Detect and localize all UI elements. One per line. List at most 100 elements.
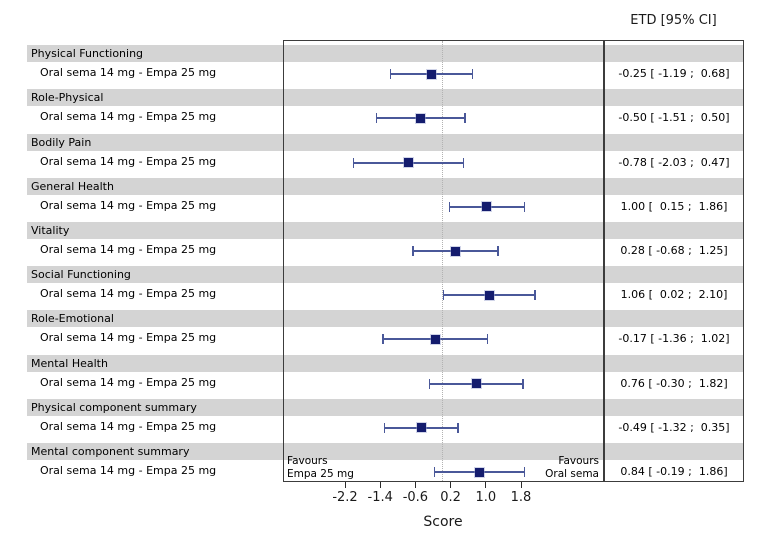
ci-cap-right — [471, 69, 474, 80]
comparison-label: Oral sema 14 mg - Empa 25 mg — [40, 375, 217, 389]
estimate-marker — [430, 334, 440, 344]
category-band: Bodily Pain — [27, 133, 744, 151]
category-rows-layer: Physical Functioning Oral sema 14 mg - Em… — [27, 40, 744, 482]
ci-cap-right — [497, 246, 499, 256]
comparison-row: Oral sema 14 mg - Empa 25 mg — [27, 151, 744, 173]
comparison-label: Oral sema 14 mg - Empa 25 mg — [40, 154, 217, 168]
x-axis-title: Score — [423, 514, 463, 530]
etd-value: 1.06 [ 0.02 ; 2.10] — [620, 288, 728, 302]
comparison-row: Oral sema 14 mg - Empa 25 mg — [27, 416, 744, 438]
comparison-label: Oral sema 14 mg - Empa 25 mg — [40, 331, 217, 345]
estimate-marker — [484, 290, 494, 300]
estimate-marker — [475, 467, 485, 477]
category-label: Physical Functioning — [31, 47, 144, 61]
comparison-label: Oral sema 14 mg - Empa 25 mg — [40, 110, 217, 124]
comparison-row: Oral sema 14 mg - Empa 25 mg — [27, 327, 744, 349]
etd-value: 0.84 [ -0.19 ; 1.86] — [620, 465, 728, 478]
category-label: Mental Health — [31, 356, 108, 370]
zero-reference-line — [442, 41, 444, 481]
ci-cap-left — [383, 422, 386, 433]
category-label: Role-Physical — [31, 91, 104, 105]
category-label: Vitality — [31, 223, 70, 237]
etd-value-column: -0.25 [ -1.19 ; 0.68] -0.50 [ -1.51 ; 0.5… — [603, 40, 744, 482]
x-tick-mark — [485, 482, 487, 488]
estimate-marker — [427, 69, 437, 79]
comparison-label: Oral sema 14 mg - Empa 25 mg — [40, 287, 217, 301]
x-tick-label: 1.8 — [510, 490, 532, 505]
ci-cap-right — [462, 157, 465, 168]
ci-cap-left — [352, 157, 355, 168]
favours-right-label: Favours Oral sema — [545, 455, 599, 480]
category-label: Role-Emotional — [31, 312, 114, 326]
ci-cap-left — [433, 467, 436, 477]
category-band: General Health — [27, 177, 744, 195]
comparison-label: Oral sema 14 mg - Empa 25 mg — [40, 198, 217, 212]
ci-cap-left — [412, 246, 414, 256]
ci-cap-left — [382, 334, 384, 345]
comparison-row: Oral sema 14 mg - Empa 25 mg — [27, 106, 744, 128]
category-label: General Health — [31, 179, 114, 193]
category-label: Social Functioning — [31, 268, 131, 282]
ci-cap-left — [442, 290, 445, 301]
etd-value: -0.49 [ -1.32 ; 0.35] — [618, 420, 730, 434]
x-tick-label: -0.6 — [402, 490, 429, 505]
ci-cap-right — [486, 334, 489, 345]
comparison-row: Oral sema 14 mg - Empa 25 mg — [27, 195, 744, 217]
x-tick-mark — [414, 482, 416, 488]
x-tick-mark — [344, 482, 346, 488]
estimate-marker — [471, 379, 481, 389]
category-label: Bodily Pain — [31, 135, 92, 149]
comparison-row: Oral sema 14 mg - Empa 25 mg — [27, 283, 744, 305]
category-band: Social Functioning — [27, 266, 744, 284]
ci-cap-left — [389, 69, 392, 80]
category-label: Mental component summary — [31, 444, 190, 458]
comparison-row: Oral sema 14 mg - Empa 25 mg — [27, 62, 744, 84]
comparison-row: Oral sema 14 mg - Empa 25 mg — [27, 460, 744, 482]
ci-cap-right — [523, 467, 526, 477]
comparison-row: Oral sema 14 mg - Empa 25 mg — [27, 239, 744, 261]
plot-area: Favours Empa 25 mg Favours Oral sema — [283, 40, 603, 482]
estimate-marker — [416, 423, 426, 433]
ci-cap-left — [428, 378, 431, 389]
x-tick-mark — [379, 482, 381, 488]
comparison-label: Oral sema 14 mg - Empa 25 mg — [40, 242, 217, 256]
category-label: Physical component summary — [31, 400, 197, 414]
x-tick-label: -2.2 — [332, 490, 358, 505]
x-tick-mark — [520, 482, 522, 488]
estimate-marker — [403, 158, 413, 168]
x-tick-label: 0.2 — [440, 490, 461, 505]
category-band: Role-Emotional — [27, 310, 744, 328]
ci-cap-left — [375, 113, 378, 124]
category-band: Mental component summary — [27, 442, 744, 460]
favours-left-label: Favours Empa 25 mg — [287, 455, 354, 480]
ci-cap-right — [457, 422, 459, 433]
etd-value: -0.25 [ -1.19 ; 0.68] — [618, 67, 730, 81]
etd-value: 0.28 [ -0.68 ; 1.25] — [620, 244, 728, 257]
estimate-marker — [416, 113, 426, 123]
etd-value: 0.76 [ -0.30 ; 1.82] — [620, 376, 728, 390]
etd-value: -0.50 [ -1.51 ; 0.50] — [618, 111, 730, 125]
estimate-marker — [450, 246, 460, 256]
ci-cap-right — [523, 201, 526, 212]
category-band: Physical Functioning — [27, 45, 744, 63]
ci-cap-right — [464, 113, 466, 124]
estimate-marker — [482, 202, 492, 212]
x-tick-label: -1.4 — [367, 490, 393, 505]
category-band: Role-Physical — [27, 89, 744, 107]
x-tick-mark — [450, 482, 452, 488]
category-band: Physical component summary — [27, 398, 744, 416]
ci-cap-right — [522, 378, 524, 389]
etd-value: 1.00 [ 0.15 ; 1.86] — [620, 199, 728, 213]
comparison-row: Oral sema 14 mg - Empa 25 mg — [27, 372, 744, 394]
ci-cap-right — [534, 290, 536, 301]
comparison-label: Oral sema 14 mg - Empa 25 mg — [40, 66, 217, 80]
comparison-label: Oral sema 14 mg - Empa 25 mg — [40, 463, 217, 477]
category-band: Mental Health — [27, 354, 744, 372]
x-tick-label: 1.0 — [475, 490, 497, 505]
etd-column-header: ETD [95% CI] — [630, 13, 717, 28]
comparison-label: Oral sema 14 mg - Empa 25 mg — [40, 419, 217, 433]
ci-cap-left — [448, 201, 451, 212]
etd-value: -0.78 [ -2.03 ; 0.47] — [618, 155, 730, 169]
etd-value: -0.17 [ -1.36 ; 1.02] — [618, 332, 730, 346]
